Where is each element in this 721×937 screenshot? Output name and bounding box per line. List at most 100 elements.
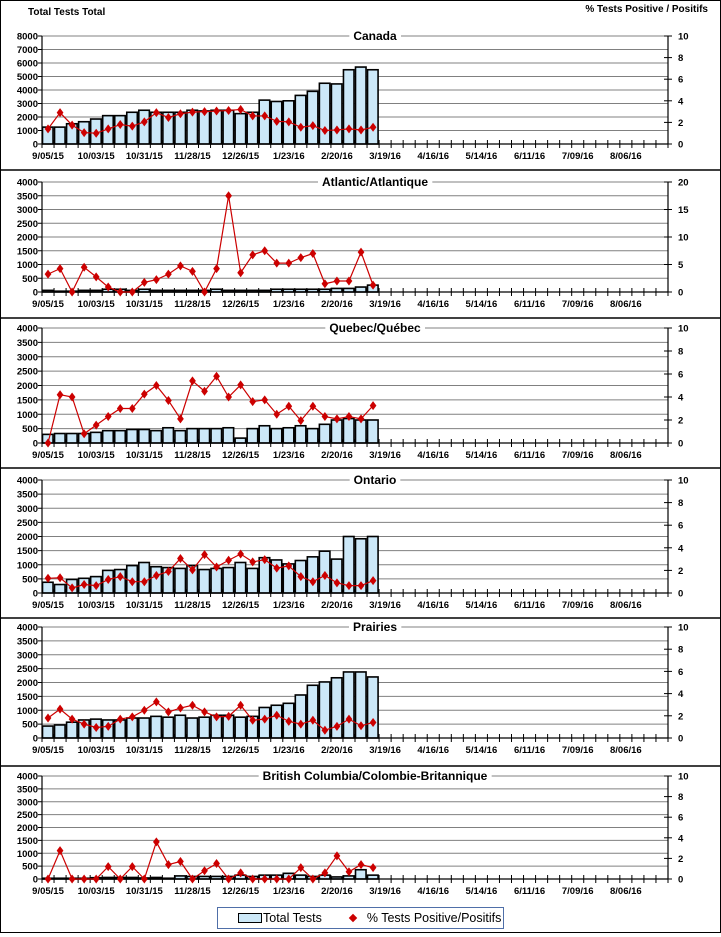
right-tick-label: 10 [678,623,689,634]
positivity-point [297,122,305,132]
positivity-point [213,859,220,869]
positivity-point [249,715,257,725]
panel-prairies: 0 500 1000 1500 2000 2500 3000 3500 4000 0 2 4 6 8 10 9… [1,619,720,767]
x-tick-label: 4/16/16 [417,151,449,162]
right-tick-label: 0 [678,875,683,886]
positivity-point [116,120,124,130]
left-tick-label: 500 [22,720,38,731]
bar [186,717,199,739]
right-tick-label: 10 [678,772,689,783]
x-tick-label: 3/19/16 [369,450,401,461]
x-tick-label: 1/23/16 [273,151,305,162]
bar [174,429,187,444]
positivity-point [333,851,341,861]
positivity-point [104,124,112,134]
positivity-point [213,371,220,381]
positivity-point [177,261,184,271]
positivity-point [165,113,172,123]
positivity-point [128,404,136,413]
right-tick-label: 4 [678,689,684,700]
positivity-point [357,125,365,135]
bar [318,82,331,145]
x-tick-label: 12/26/15 [222,745,260,756]
x-tick-label: 1/23/16 [273,886,305,897]
positivity-point [201,866,208,876]
positivity-point [128,862,136,872]
x-tick-label: 10/31/15 [126,450,164,461]
positivity-point [189,700,196,710]
x-tick-label: 7/09/16 [562,886,594,897]
panel-canada: 0 1000 2000 3000 4000 5000 6000 7000 8000 0 2 4 6 8 10… [1,28,720,171]
left-tick-label: 4000 [17,86,38,97]
positivity-point [345,714,353,724]
left-tick-label: 1000 [17,560,38,571]
positivity-point [92,272,100,282]
panel-title-background [258,768,492,784]
bar [342,417,355,444]
positivity-point [309,401,317,411]
x-tick-label: 8/06/16 [610,450,642,461]
x-tick-label: 1/23/16 [273,745,305,756]
right-tick-label: 20 [678,178,689,189]
panel-ontario: 0 500 1000 1500 2000 2500 3000 3500 4000 0 2 4 6 8 10 9… [1,472,720,619]
positivity-point [56,390,64,400]
positivity-point [128,121,136,131]
x-tick-label: 7/09/16 [562,745,594,756]
bar [222,109,235,145]
right-tick-label: 5 [678,260,684,271]
positivity-point [80,262,88,272]
right-tick-label: 0 [678,140,683,151]
right-tick-label: 0 [678,734,683,745]
bar [234,112,247,145]
x-tick-label: 4/16/16 [417,450,449,461]
x-tick-label: 11/28/15 [174,151,211,162]
positivity-point [152,837,160,847]
positivity-point [80,719,88,729]
positivity-point [165,395,172,405]
positivity-point [273,563,281,573]
left-tick-label: 0 [33,734,38,745]
positivity-point [345,124,353,134]
right-tick-label: 6 [678,75,683,86]
positivity-point [225,392,232,402]
x-tick-label: 4/16/16 [417,299,449,310]
right-tick-label: 0 [678,439,683,450]
positivity-point [104,721,112,731]
positivity-point [116,404,124,413]
positivity-point [357,860,365,870]
panel-title: Prairies [353,620,397,634]
legend-bar-label: Total Tests [263,911,322,925]
x-tick-label: 2/20/16 [321,450,353,461]
bar [294,694,307,739]
panel-title: Quebec/Québec [329,321,421,335]
x-tick-label: 10/03/15 [78,886,116,897]
positivity-point [104,282,112,292]
positivity-point [225,106,232,116]
x-tick-label: 6/11/16 [514,600,545,611]
bar [294,94,307,145]
x-tick-label: 12/26/15 [222,450,260,461]
positivity-point [104,862,112,872]
positivity-point [297,416,305,426]
positivity-point [80,580,88,590]
left-tick-label: 2500 [17,664,38,675]
bar [53,432,66,444]
positivity-point [225,555,232,565]
left-tick-label: 4000 [17,178,38,189]
positivity-point [177,703,184,713]
positivity-point [177,414,184,424]
positivity-point [152,570,160,580]
positivity-point [213,106,220,116]
bar [53,583,66,594]
positivity-point [201,107,208,117]
bar [330,558,343,594]
bar [270,427,283,444]
positivity-point [44,573,52,583]
positivity-point [92,128,100,138]
panel-title-background [349,472,401,488]
x-tick-label: 10/03/15 [78,450,116,461]
panel-title-background [349,28,401,44]
positivity-point [140,705,148,715]
x-tick-label: 8/06/16 [610,745,642,756]
